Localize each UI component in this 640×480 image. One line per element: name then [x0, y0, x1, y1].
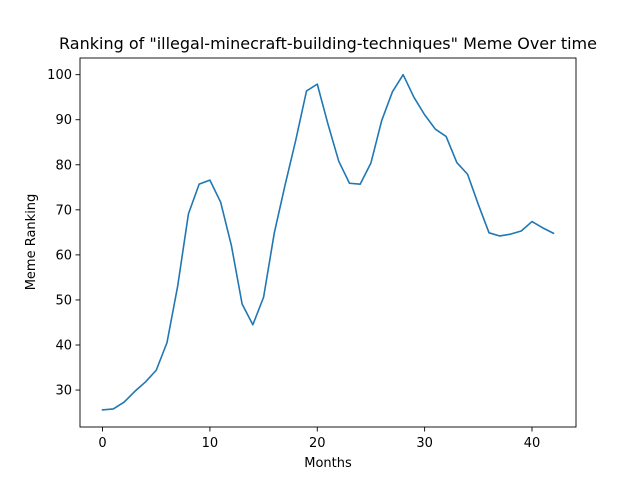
- y-tick-label: 30: [55, 384, 72, 399]
- x-tick-label: 20: [309, 436, 326, 451]
- y-tick-label: 60: [55, 248, 72, 263]
- x-tick-label: 10: [202, 436, 219, 451]
- y-tick-label: 100: [47, 68, 72, 83]
- x-axis-label: Months: [304, 456, 352, 471]
- plot-area: 0 10 20 30 40 30 40 50 60 70 80 90 100: [47, 57, 577, 451]
- y-tick-label: 80: [55, 158, 72, 173]
- y-tick-label: 70: [55, 203, 72, 218]
- chart-title: Ranking of "illegal-minecraft-building-t…: [59, 34, 597, 53]
- y-tick-label: 50: [55, 293, 72, 308]
- axes-frame: [79, 57, 577, 428]
- y-tick-label: 40: [55, 339, 72, 354]
- x-tick-label: 30: [416, 436, 433, 451]
- y-tick-label: 90: [55, 113, 72, 128]
- y-axis-label: Meme Ranking: [24, 194, 39, 291]
- x-tick-label: 40: [524, 436, 541, 451]
- series-line-0: [101, 73, 555, 411]
- x-tick-label: 0: [98, 436, 106, 451]
